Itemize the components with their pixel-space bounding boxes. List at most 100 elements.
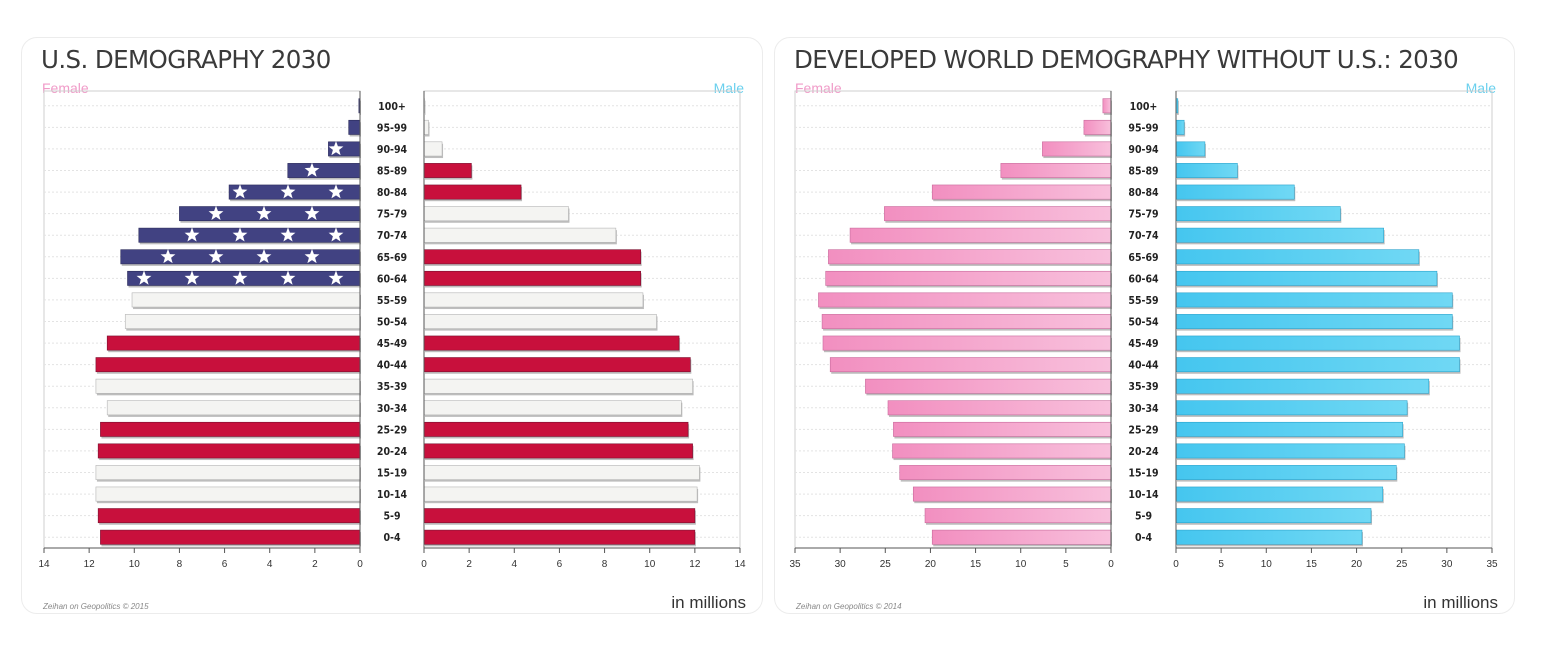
female-bar [124, 314, 361, 329]
male-bar [1175, 292, 1453, 308]
us-pyramid-chart: 100+ 95-99 90-94 85-89 80-84 75-79 70-74 65-69 6… [38, 90, 746, 570]
female-bar [97, 508, 361, 524]
units-label: in millions [671, 593, 746, 612]
female-bar [829, 357, 1112, 373]
female-bar [818, 292, 1112, 308]
x-tick-label: 12 [689, 559, 701, 570]
female-bar [1083, 119, 1112, 135]
x-tick-label: 8 [177, 559, 183, 570]
x-tick-label: 0 [1173, 559, 1179, 570]
male-bar [1175, 270, 1438, 286]
star-icon [328, 141, 344, 156]
male-bar [1175, 184, 1295, 200]
star-icon [184, 270, 200, 285]
male-bar [423, 357, 691, 373]
male-bar [423, 163, 472, 178]
female-bar [106, 335, 361, 351]
x-tick-label: 2 [466, 559, 472, 570]
age-group-label: 75-79 [377, 209, 407, 221]
age-group-label: 75-79 [1128, 209, 1158, 221]
age-group-label: 40-44 [377, 360, 408, 372]
male-bar [423, 465, 700, 480]
male-bar [423, 314, 657, 329]
male-bar [423, 400, 682, 416]
male-bar [423, 206, 569, 222]
female-bar [131, 292, 361, 308]
x-tick-label: 2 [312, 559, 318, 570]
age-group-label: 50-54 [1128, 317, 1159, 329]
male-bar [423, 508, 696, 524]
age-group-label: 70-74 [377, 230, 408, 242]
male-bar [423, 378, 693, 394]
credit-text: Zeihan on Geopolitics © 2014 [796, 602, 902, 611]
x-tick-label: 25 [880, 559, 892, 570]
male-bar [1175, 206, 1341, 222]
male-bar [1175, 486, 1384, 502]
female-bar [893, 421, 1112, 437]
star-icon [280, 184, 296, 199]
female-bar [825, 270, 1112, 286]
age-group-label: 60-64 [1128, 273, 1159, 285]
star-icon [304, 162, 320, 177]
chart-title: U.S. DEMOGRAPHY 2030 [41, 45, 331, 74]
female-bar [931, 184, 1112, 200]
age-group-label: 85-89 [1128, 166, 1158, 178]
age-group-label: 15-19 [377, 468, 407, 480]
female-bar [179, 206, 361, 222]
female-bar [1102, 98, 1112, 114]
female-bar [865, 378, 1112, 394]
age-group-label: 40-44 [1128, 360, 1159, 372]
x-tick-label: 20 [925, 559, 937, 570]
credit-text: Zeihan on Geopolitics © 2015 [43, 602, 149, 611]
female-bar [100, 529, 361, 545]
male-bar [1175, 119, 1185, 135]
x-tick-label: 30 [835, 559, 847, 570]
male-bar [1175, 335, 1460, 351]
age-group-label: 70-74 [1128, 230, 1159, 242]
x-tick-label: 30 [1441, 559, 1453, 570]
x-tick-label: 10 [129, 559, 141, 570]
male-bar [423, 335, 680, 351]
chart-title: DEVELOPED WORLD DEMOGRAPHY WITHOUT U.S.:… [794, 45, 1459, 74]
male-bar [423, 227, 617, 243]
male-bar [1175, 421, 1403, 437]
age-group-label: 45-49 [377, 338, 407, 350]
age-group-label: 35-39 [1128, 381, 1158, 393]
female-bar [899, 465, 1112, 480]
female-bar [100, 421, 361, 437]
age-group-label: 55-59 [1128, 295, 1158, 307]
female-bar [97, 443, 361, 459]
age-group-label: 65-69 [377, 252, 407, 264]
female-bar [95, 357, 361, 373]
x-tick-label: 0 [357, 559, 363, 570]
x-tick-label: 10 [1015, 559, 1027, 570]
female-bar [849, 227, 1112, 243]
male-label: Male [1465, 80, 1496, 96]
female-bar [1000, 163, 1112, 178]
male-bar [1175, 465, 1397, 480]
age-group-label: 0-4 [383, 532, 400, 544]
star-icon [304, 205, 320, 220]
female-bar [106, 400, 361, 416]
star-icon [184, 227, 200, 242]
age-group-label: 95-99 [377, 122, 407, 134]
age-group-label: 80-84 [377, 187, 408, 199]
x-tick-label: 6 [557, 559, 563, 570]
female-bar [931, 529, 1112, 545]
female-bar [348, 119, 361, 135]
male-bar [1175, 249, 1420, 265]
star-icon [304, 249, 320, 264]
x-tick-label: 6 [222, 559, 228, 570]
male-bar [1175, 357, 1460, 373]
age-group-label: 5-9 [383, 511, 400, 523]
female-label: Female [795, 80, 842, 96]
female-bar [120, 249, 361, 265]
star-icon [256, 249, 272, 264]
age-group-label: 60-64 [377, 273, 408, 285]
female-bar [95, 486, 361, 502]
x-tick-label: 20 [1351, 559, 1363, 570]
star-icon [280, 227, 296, 242]
x-tick-label: 35 [1486, 559, 1498, 570]
x-tick-label: 14 [38, 559, 50, 570]
female-bar [912, 486, 1112, 502]
